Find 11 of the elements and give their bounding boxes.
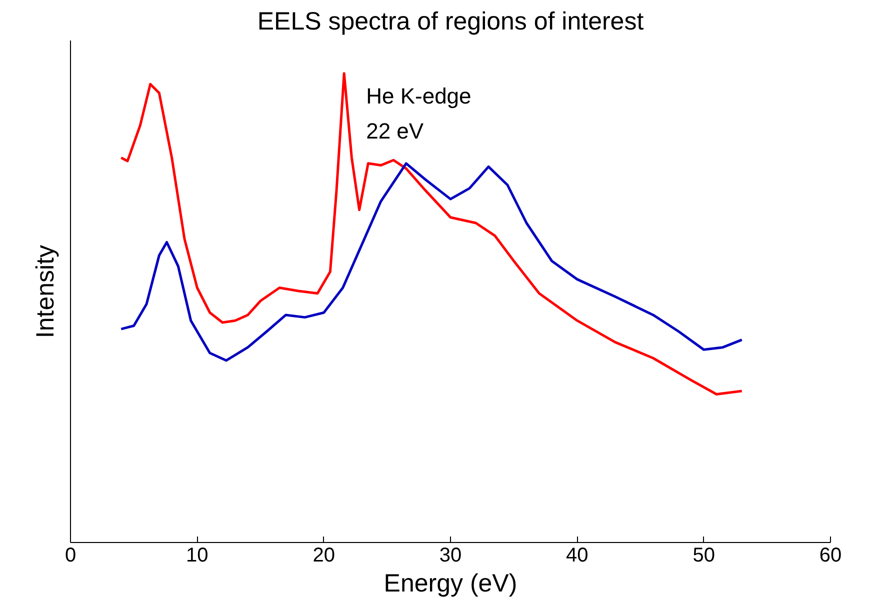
annotation: He K-edge 22 eV (366, 83, 472, 144)
x-tick-label: 60 (819, 544, 842, 566)
chart-title: EELS spectra of regions of interest (257, 8, 644, 36)
x-tick-label: 40 (566, 544, 588, 566)
x-tick-label: 10 (186, 544, 208, 566)
y-axis-title: Intensity (32, 244, 60, 338)
x-axis-title: Energy (eV) (384, 570, 518, 598)
x-tick-label: 0 (64, 544, 76, 566)
x-tick-label: 20 (312, 544, 335, 566)
x-tick-label: 30 (439, 544, 462, 566)
x-tick-label: 50 (692, 544, 715, 566)
